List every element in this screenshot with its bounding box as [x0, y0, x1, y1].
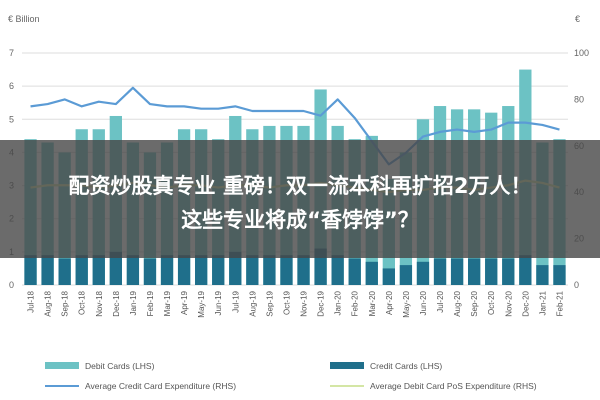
credit-bar [109, 251, 122, 285]
legend-label-credit: Credit Cards (LHS) [370, 360, 443, 371]
x-tick-label: Oct-18 [78, 290, 87, 315]
x-tick-label: Feb-19 [146, 290, 155, 316]
credit-bar [382, 268, 395, 285]
credit-bar [519, 255, 532, 285]
legend-item-debit-avg: Average Debit Card PoS Expenditure (RHS) [330, 380, 537, 391]
legend-swatch-credit-avg [45, 384, 79, 387]
right-tick-label: 100 [574, 48, 589, 58]
x-axis-ticks: Jul-18 Aug-18 Sep-18 Oct-18 Nov-18 Dec-18 Jan-… [27, 290, 565, 317]
credit-bar [212, 255, 225, 285]
credit-bar [297, 255, 310, 285]
x-tick-label: Feb-20 [351, 290, 360, 316]
credit-bar [365, 261, 378, 285]
x-tick-label: Aug-18 [44, 290, 53, 316]
credit-bar [416, 261, 430, 285]
credit-bar [348, 258, 361, 285]
credit-card-bars [24, 248, 566, 285]
credit-bar [41, 255, 54, 285]
right-tick-label: 0 [574, 280, 579, 290]
overlay-subheadline[interactable]: 这些专业将成“香饽饽”？ [181, 208, 419, 232]
legend-item-debit: Debit Cards (LHS) [45, 360, 154, 371]
x-tick-label: Jun-20 [419, 290, 428, 315]
x-tick-label: Aug-19 [248, 290, 257, 316]
x-tick-label: May-19 [197, 290, 206, 317]
credit-bar [433, 258, 447, 285]
credit-bar [331, 255, 344, 285]
legend-item-credit: Credit Cards (LHS) [330, 360, 442, 371]
x-tick-label: Sep-20 [470, 290, 479, 316]
left-axis-title: € Billion [8, 14, 40, 24]
credit-bar [58, 258, 71, 285]
left-tick-label: 6 [9, 81, 14, 91]
x-tick-label: Jun-19 [214, 290, 223, 315]
x-tick-label: Jan-19 [129, 290, 138, 315]
x-tick-label: Aug-20 [453, 290, 462, 316]
x-tick-label: Dec-19 [317, 290, 326, 316]
left-tick-label: 0 [9, 280, 14, 290]
x-tick-label: Nov-19 [300, 290, 309, 316]
overlay-headline[interactable]: 配资炒股真专业 重磅！双一流本科再扩招2万人！ [68, 174, 532, 198]
credit-bar [450, 258, 464, 285]
legend-swatch-debit-avg [330, 384, 364, 387]
x-tick-label: Jul-18 [27, 290, 36, 312]
credit-bar [246, 255, 259, 285]
credit-bar [75, 255, 88, 285]
credit-bar [143, 258, 157, 285]
x-tick-label: Nov-18 [95, 290, 104, 316]
credit-bar [126, 255, 140, 285]
x-tick-label: Jan-21 [538, 290, 547, 315]
credit-bar [195, 255, 208, 285]
left-tick-label: 7 [9, 48, 14, 58]
credit-bar [177, 255, 191, 285]
right-tick-label: 80 [574, 94, 584, 104]
credit-bar [229, 251, 242, 285]
x-tick-label: Sep-19 [265, 290, 274, 316]
credit-bar [92, 255, 105, 285]
credit-bar [502, 258, 515, 285]
x-tick-label: Oct-20 [487, 290, 496, 315]
credit-bar [280, 255, 293, 285]
x-tick-label: Oct-19 [282, 290, 291, 315]
credit-bar [399, 265, 413, 285]
legend-swatch-debit [45, 362, 79, 370]
legend-label-debit-avg: Average Debit Card PoS Expenditure (RHS) [370, 380, 537, 391]
x-tick-label: Jul-19 [231, 290, 240, 312]
legend-item-credit-avg: Average Credit Card Expenditure (RHS) [45, 380, 236, 391]
credit-bar [485, 258, 498, 285]
credit-average-series-line [30, 86, 560, 166]
x-tick-label: Sep-18 [61, 290, 70, 316]
legend-label-debit: Debit Cards (LHS) [85, 360, 155, 371]
legend: Debit Cards (LHS) Credit Cards (LHS) Ave… [30, 354, 590, 398]
overlay-banner: 配资炒股真专业 重磅！双一流本科再扩招2万人！ 这些专业将成“香饽饽”？ [0, 140, 600, 258]
x-tick-label: May-20 [402, 290, 411, 317]
credit-card-average-line [30, 86, 560, 166]
credit-bar [468, 258, 481, 285]
x-tick-label: Nov-20 [504, 290, 513, 316]
legend-label-credit-avg: Average Credit Card Expenditure (RHS) [85, 380, 237, 391]
credit-bar [263, 255, 276, 285]
credit-bar [536, 265, 549, 285]
credit-bar [24, 255, 37, 285]
x-tick-label: Mar-19 [163, 290, 172, 316]
x-tick-label: Feb-21 [555, 290, 564, 316]
legend-swatch-credit [330, 362, 364, 370]
x-tick-label: Apr-20 [385, 290, 394, 315]
left-tick-label: 5 [9, 114, 14, 124]
x-tick-label: Apr-19 [180, 290, 189, 315]
right-axis-title: € [575, 14, 580, 24]
credit-bar [160, 255, 174, 285]
credit-bar [553, 265, 566, 285]
x-tick-label: Dec-20 [521, 290, 530, 316]
x-tick-label: Jan-20 [334, 290, 343, 315]
x-tick-label: Mar-20 [368, 290, 377, 316]
x-tick-label: Dec-18 [112, 290, 121, 316]
x-tick-label: Jul-20 [436, 290, 445, 312]
